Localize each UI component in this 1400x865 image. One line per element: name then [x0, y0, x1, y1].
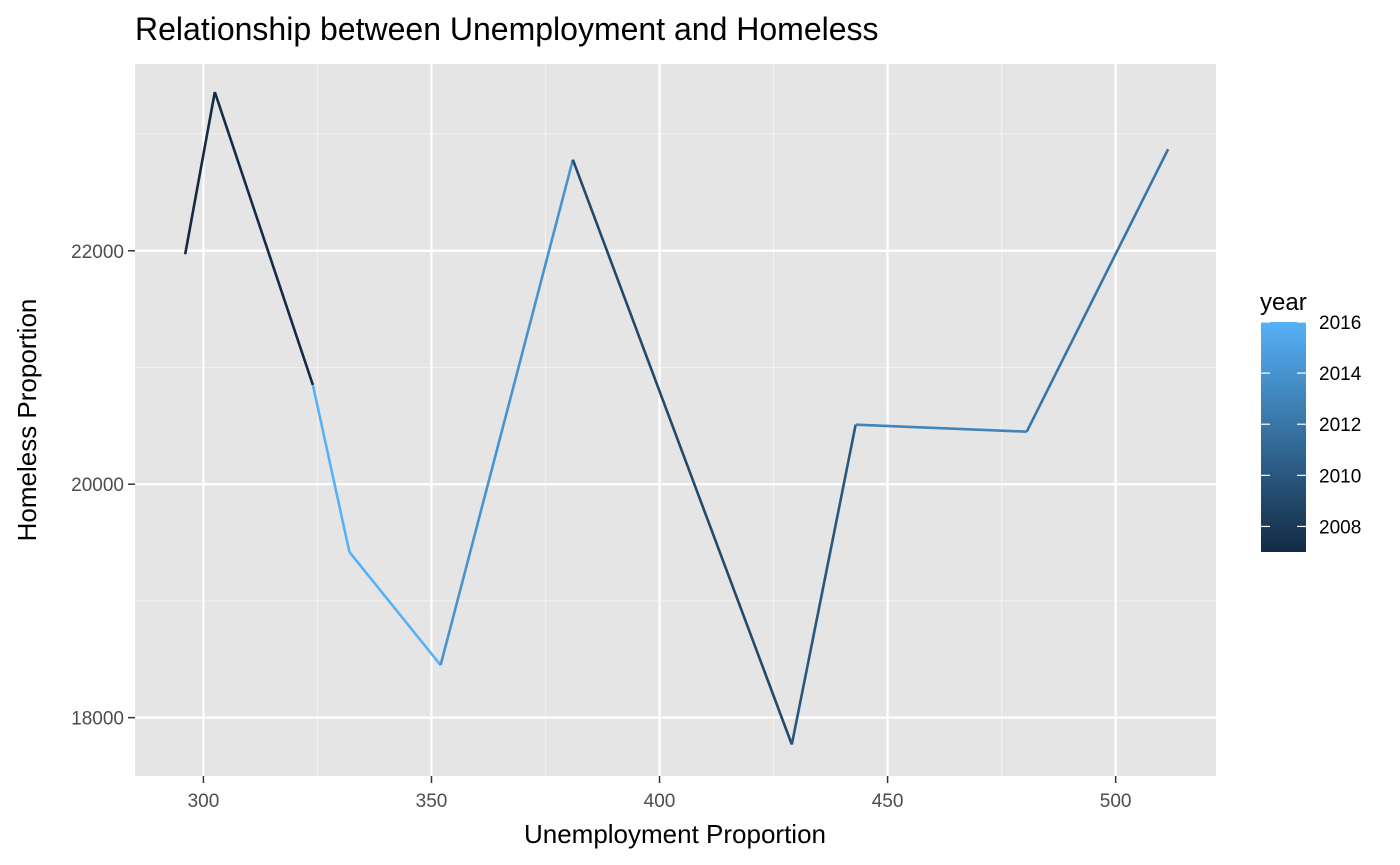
grid-lines: [135, 64, 1216, 776]
line-segment: [1025, 148, 1170, 433]
chart-title: Relationship between Unemployment and Ho…: [135, 11, 879, 47]
legend: year 2008 2010 2012 2014 2016: [1260, 289, 1362, 552]
legend-tick-label: 2016: [1319, 313, 1361, 334]
x-tick-label: 350: [416, 791, 448, 812]
legend-ticks: 2008 2010 2012 2014 2016: [1261, 313, 1362, 538]
line-segment: [311, 384, 351, 553]
x-axis: 300 350 400 450 500: [188, 776, 1132, 812]
x-tick-label: 450: [872, 791, 904, 812]
legend-tick-label: 2010: [1319, 466, 1361, 487]
y-tick-label: 22000: [71, 242, 124, 263]
y-tick-label: 20000: [71, 475, 124, 496]
legend-tick-label: 2014: [1319, 364, 1362, 385]
data-series: [183, 91, 1170, 745]
line-segment: [571, 159, 794, 745]
line-segment: [790, 424, 857, 745]
y-tick-label: 18000: [71, 709, 124, 730]
x-tick-label: 400: [644, 791, 676, 812]
y-axis: 18000 20000 22000: [71, 242, 135, 730]
plot-panel: [135, 64, 1216, 776]
line-segment: [213, 91, 315, 386]
legend-tick-label: 2012: [1319, 415, 1361, 436]
line-segment: [348, 551, 442, 666]
legend-colorbar: [1261, 322, 1306, 552]
legend-tick-label: 2008: [1319, 517, 1361, 538]
line-segment: [855, 423, 1027, 433]
x-axis-title: Unemployment Proportion: [524, 819, 826, 849]
line-segment: [183, 91, 217, 255]
legend-title: year: [1260, 289, 1307, 316]
line-segment: [439, 159, 575, 666]
x-tick-label: 500: [1100, 791, 1132, 812]
x-tick-label: 300: [188, 791, 220, 812]
y-axis-title: Homeless Proportion: [12, 299, 42, 542]
